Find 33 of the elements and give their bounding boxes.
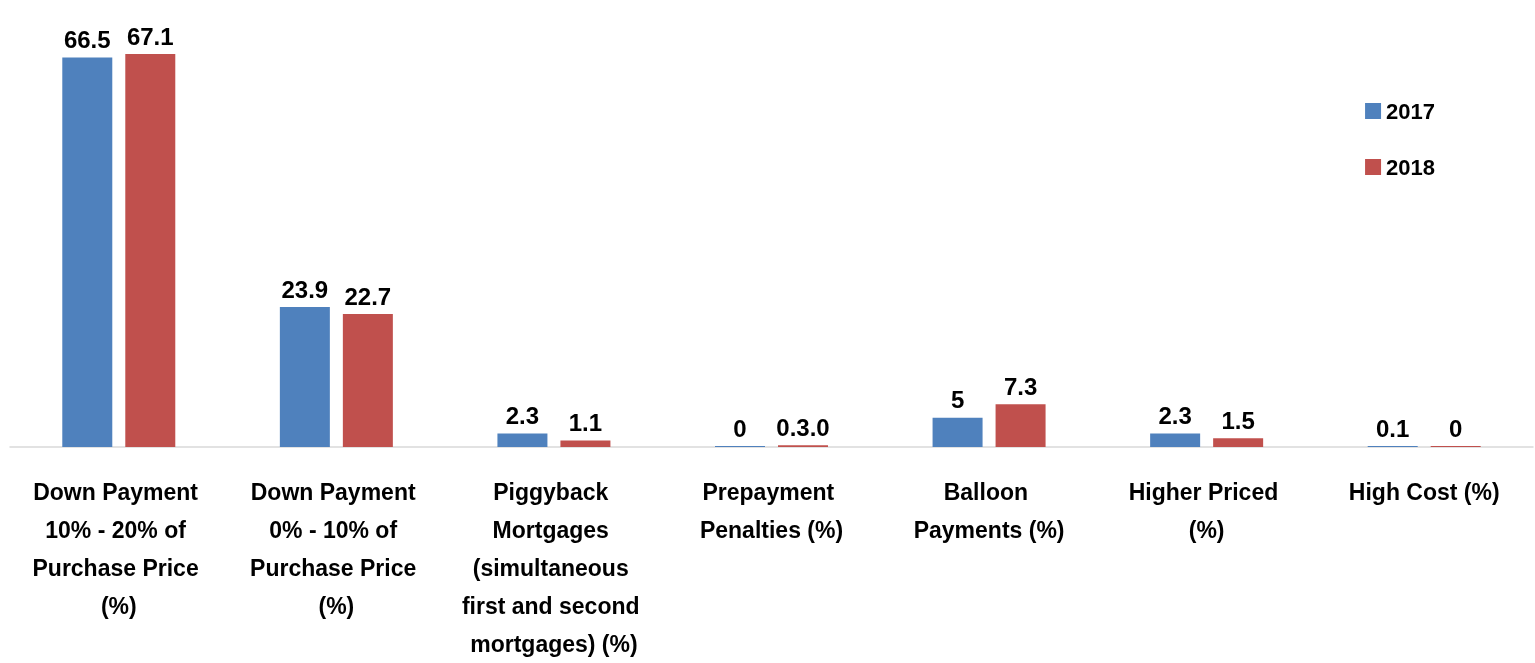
bar [125, 54, 176, 447]
data-label: 0.3.0 [776, 413, 830, 441]
data-label: 2.3 [505, 402, 540, 430]
legend-label: 2018 [1386, 154, 1436, 180]
bar [279, 307, 330, 447]
bar [62, 57, 113, 447]
bar [1213, 438, 1264, 447]
data-label: 7.3 [1003, 372, 1038, 400]
bar [1150, 433, 1201, 447]
x-tick-label: Prepayment Penalties (%) [699, 479, 844, 543]
bar [932, 417, 983, 447]
bar [995, 404, 1046, 447]
legend-label: 2017 [1386, 98, 1436, 124]
data-label: 23.9 [281, 275, 329, 303]
data-label: 2.3 [1158, 402, 1192, 430]
x-tick-label: Piggyback Mortgages (simultaneous first and second mortgages) (%) [461, 479, 646, 657]
data-label: 0 [1449, 414, 1463, 442]
bar [560, 440, 611, 447]
x-tick-label: Down Payment 0% - 10% of Purchase Price (%) [250, 479, 423, 619]
data-label: 66.5 [63, 26, 111, 54]
x-tick-label: Higher Priced (%) [1128, 479, 1285, 543]
data-label: 0.1 [1376, 414, 1410, 442]
data-label: 67.1 [126, 22, 174, 50]
x-tick-label: Balloon Payments (%) [913, 479, 1065, 543]
data-label: 5 [950, 386, 965, 414]
data-label: 1.5 [1221, 406, 1255, 434]
data-label: 22.7 [344, 282, 392, 310]
data-label: 0 [733, 414, 747, 442]
data-label: 1.1 [568, 409, 603, 437]
x-tick-label: High Cost (%) [1348, 479, 1500, 505]
bar [342, 314, 393, 447]
bar [497, 433, 548, 447]
x-tick-label: Down Payment 10% - 20% of Purchase Price (%) [32, 479, 206, 619]
